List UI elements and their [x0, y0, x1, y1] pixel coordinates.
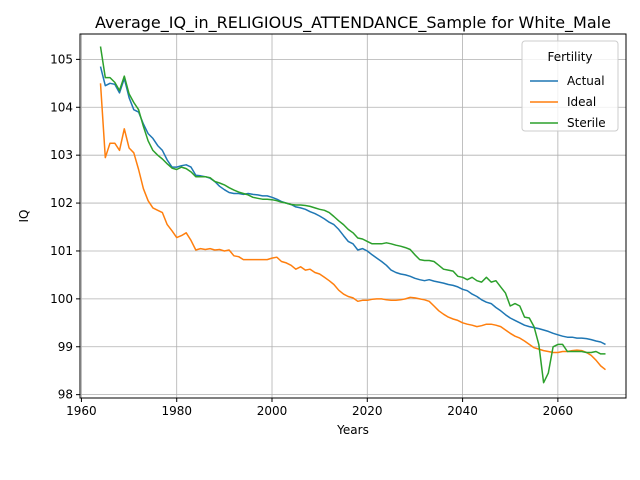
series-line-sterile: [99, 46, 606, 384]
legend-items: Actual Ideal Sterile: [530, 74, 606, 130]
y-tick-label: 105: [50, 52, 73, 66]
legend-label-sterile: Sterile: [567, 116, 606, 130]
x-tick-label: 2020: [352, 404, 383, 418]
y-tick-label: 102: [50, 196, 73, 210]
y-tick-label: 103: [50, 148, 73, 162]
x-tick-label: 2060: [543, 404, 574, 418]
x-axis-label: Years: [336, 423, 369, 437]
legend-title: Fertility: [547, 50, 592, 64]
chart-title: Average_IQ_in_RELIGIOUS_ATTENDANCE_Sampl…: [95, 13, 611, 33]
x-tick-label: 1980: [161, 404, 192, 418]
x-tick-label: 1960: [66, 404, 97, 418]
series-line-actual: [99, 66, 606, 346]
y-tick-label: 101: [50, 244, 73, 258]
plot-frame: [79, 33, 627, 399]
y-tick-label: 100: [50, 292, 73, 306]
grid: [80, 34, 626, 398]
legend-label-ideal: Ideal: [567, 95, 596, 109]
legend: Fertility Actual Ideal Sterile: [521, 40, 619, 132]
series-line-ideal: [99, 83, 606, 371]
legend-box: [521, 40, 619, 132]
x-tick-label: 2000: [257, 404, 288, 418]
series-lines: [99, 46, 606, 384]
legend-label-actual: Actual: [567, 74, 605, 88]
y-tick-label: 104: [50, 100, 73, 114]
y-tick-label: 99: [58, 340, 73, 354]
axis-ticks: 1960 1980 2000 2020 2040 2060 98 99 100 101 102 103…: [50, 52, 573, 418]
y-axis-label: IQ: [17, 210, 31, 223]
x-tick-label: 2040: [447, 404, 478, 418]
y-tick-label: 98: [58, 388, 73, 402]
